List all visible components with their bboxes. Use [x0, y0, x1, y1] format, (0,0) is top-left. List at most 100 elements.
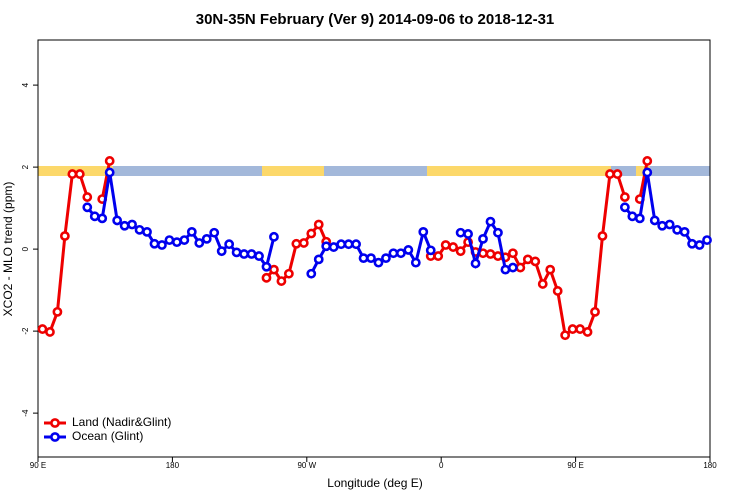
data-point — [239, 249, 249, 259]
data-point — [455, 246, 466, 257]
data-point — [366, 253, 376, 264]
data-point — [134, 224, 145, 235]
legend-label: Land (Nadir&Glint) — [72, 415, 171, 429]
data-point — [97, 213, 108, 224]
data-point — [164, 235, 175, 245]
data-point — [209, 227, 220, 238]
data-point — [283, 268, 294, 279]
data-point — [507, 248, 518, 259]
data-point — [634, 213, 645, 224]
data-point — [171, 237, 182, 248]
data-point — [425, 245, 436, 256]
data-point — [142, 226, 152, 237]
data-point — [664, 219, 675, 230]
legend-marker — [50, 418, 60, 428]
data-point — [373, 257, 384, 268]
data-point — [485, 216, 496, 227]
data-point — [493, 227, 503, 238]
data-point — [418, 226, 429, 237]
data-point — [552, 286, 563, 296]
x-tick-label: 90 E — [567, 461, 583, 470]
data-point — [351, 239, 361, 250]
data-point — [37, 324, 48, 334]
data-point — [500, 264, 511, 275]
legend-label: Ocean (Glint) — [72, 429, 143, 443]
data-point — [313, 254, 324, 265]
data-point — [269, 231, 279, 242]
data-point — [306, 268, 317, 279]
y-tick-label: 2 — [21, 164, 30, 169]
x-tick-label: 90 W — [297, 461, 316, 470]
data-point — [590, 306, 600, 317]
y-axis-label: XCO2 - MLO trend (ppm) — [1, 182, 15, 317]
data-point — [403, 245, 414, 255]
chart-title: 30N-35N February (Ver 9) 2014-09-06 to 2… — [196, 11, 555, 28]
data-point — [485, 249, 496, 259]
data-point — [575, 324, 585, 334]
data-point — [82, 192, 93, 202]
x-tick-label: 180 — [703, 461, 717, 470]
data-point — [493, 251, 503, 261]
data-point — [679, 226, 690, 237]
data-point — [59, 231, 70, 241]
data-point — [52, 306, 63, 317]
data-point — [269, 264, 279, 275]
data-point — [381, 253, 391, 264]
x-tick-label: 90 E — [30, 461, 46, 470]
data-point — [545, 264, 556, 275]
x-tick-label: 180 — [166, 461, 180, 470]
data-point — [67, 169, 78, 179]
series-line — [41, 160, 649, 339]
data-point — [89, 211, 100, 222]
data-point — [216, 246, 227, 257]
land-band — [427, 166, 611, 176]
data-point — [687, 238, 697, 249]
data-point — [657, 220, 668, 231]
data-point — [321, 241, 332, 252]
data-point — [328, 242, 339, 252]
land-band — [262, 166, 324, 176]
data-point — [157, 240, 167, 250]
data-point — [537, 279, 548, 289]
data-point — [186, 226, 197, 237]
data-point — [649, 215, 660, 226]
data-point — [179, 235, 190, 245]
data-point — [201, 233, 212, 244]
data-point — [507, 262, 518, 273]
data-point — [478, 233, 488, 244]
data-point — [119, 220, 130, 231]
data-point — [597, 231, 608, 241]
y-tick-label: 0 — [21, 246, 30, 251]
y-tick-label: 4 — [21, 82, 30, 87]
ocean-band — [38, 166, 710, 176]
data-point — [254, 251, 264, 261]
data-point — [343, 239, 354, 250]
y-tick-label: -4 — [21, 409, 30, 417]
data-point — [388, 248, 399, 259]
y-tick-label: -2 — [21, 327, 30, 335]
data-point — [410, 257, 421, 268]
data-point — [224, 239, 235, 250]
data-point — [433, 251, 444, 261]
data-point — [246, 249, 257, 259]
data-point — [530, 256, 541, 267]
data-point — [627, 211, 638, 222]
data-point — [261, 272, 272, 283]
data-point — [619, 202, 630, 213]
data-point — [291, 238, 302, 249]
data-point — [515, 262, 526, 273]
legend-marker — [50, 432, 60, 442]
data-point — [395, 248, 406, 259]
data-point — [694, 240, 705, 250]
data-point — [605, 169, 615, 179]
data-point — [358, 253, 369, 264]
data-point — [104, 167, 115, 178]
data-point — [231, 247, 242, 258]
data-point — [619, 192, 630, 202]
data-point — [642, 156, 653, 166]
data-point — [82, 202, 93, 213]
data-point — [127, 219, 137, 230]
data-point — [298, 238, 309, 248]
data-point — [336, 239, 347, 250]
data-point — [560, 330, 571, 341]
